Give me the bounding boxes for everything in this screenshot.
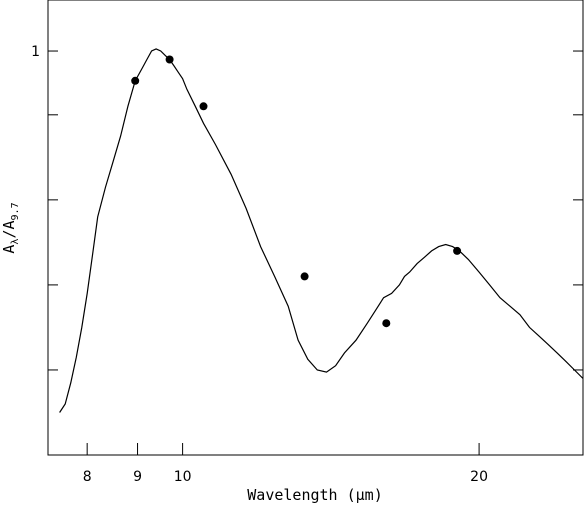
extinction-curve-line xyxy=(59,48,584,413)
data-point xyxy=(453,246,462,255)
plot-frame xyxy=(47,0,584,456)
data-points xyxy=(131,55,462,328)
x-axis-label: Wavelength (μm) xyxy=(247,486,382,504)
x-tick-label: 9 xyxy=(133,469,142,485)
y-axis-ticks: 1 xyxy=(31,44,583,371)
data-point xyxy=(300,272,309,281)
data-point xyxy=(199,102,208,111)
data-point xyxy=(131,76,140,85)
y-axis-label: Aλ/A9.7 xyxy=(0,202,21,253)
data-point xyxy=(165,55,174,64)
data-point xyxy=(382,319,391,328)
x-tick-label: 8 xyxy=(83,469,92,485)
x-axis-ticks: 8 9 10 20 xyxy=(83,443,488,485)
x-tick-label: 20 xyxy=(470,469,488,485)
y-tick-label: 1 xyxy=(31,44,40,60)
x-tick-label: 10 xyxy=(174,469,192,485)
